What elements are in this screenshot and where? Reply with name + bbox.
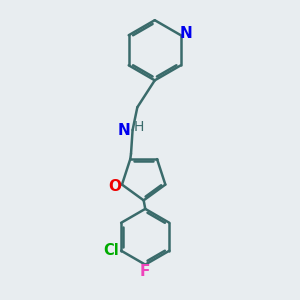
Text: Cl: Cl	[103, 242, 119, 257]
Text: O: O	[109, 179, 122, 194]
Text: N: N	[117, 123, 130, 138]
Text: N: N	[180, 26, 193, 41]
Text: F: F	[140, 264, 150, 279]
Text: H: H	[134, 120, 144, 134]
